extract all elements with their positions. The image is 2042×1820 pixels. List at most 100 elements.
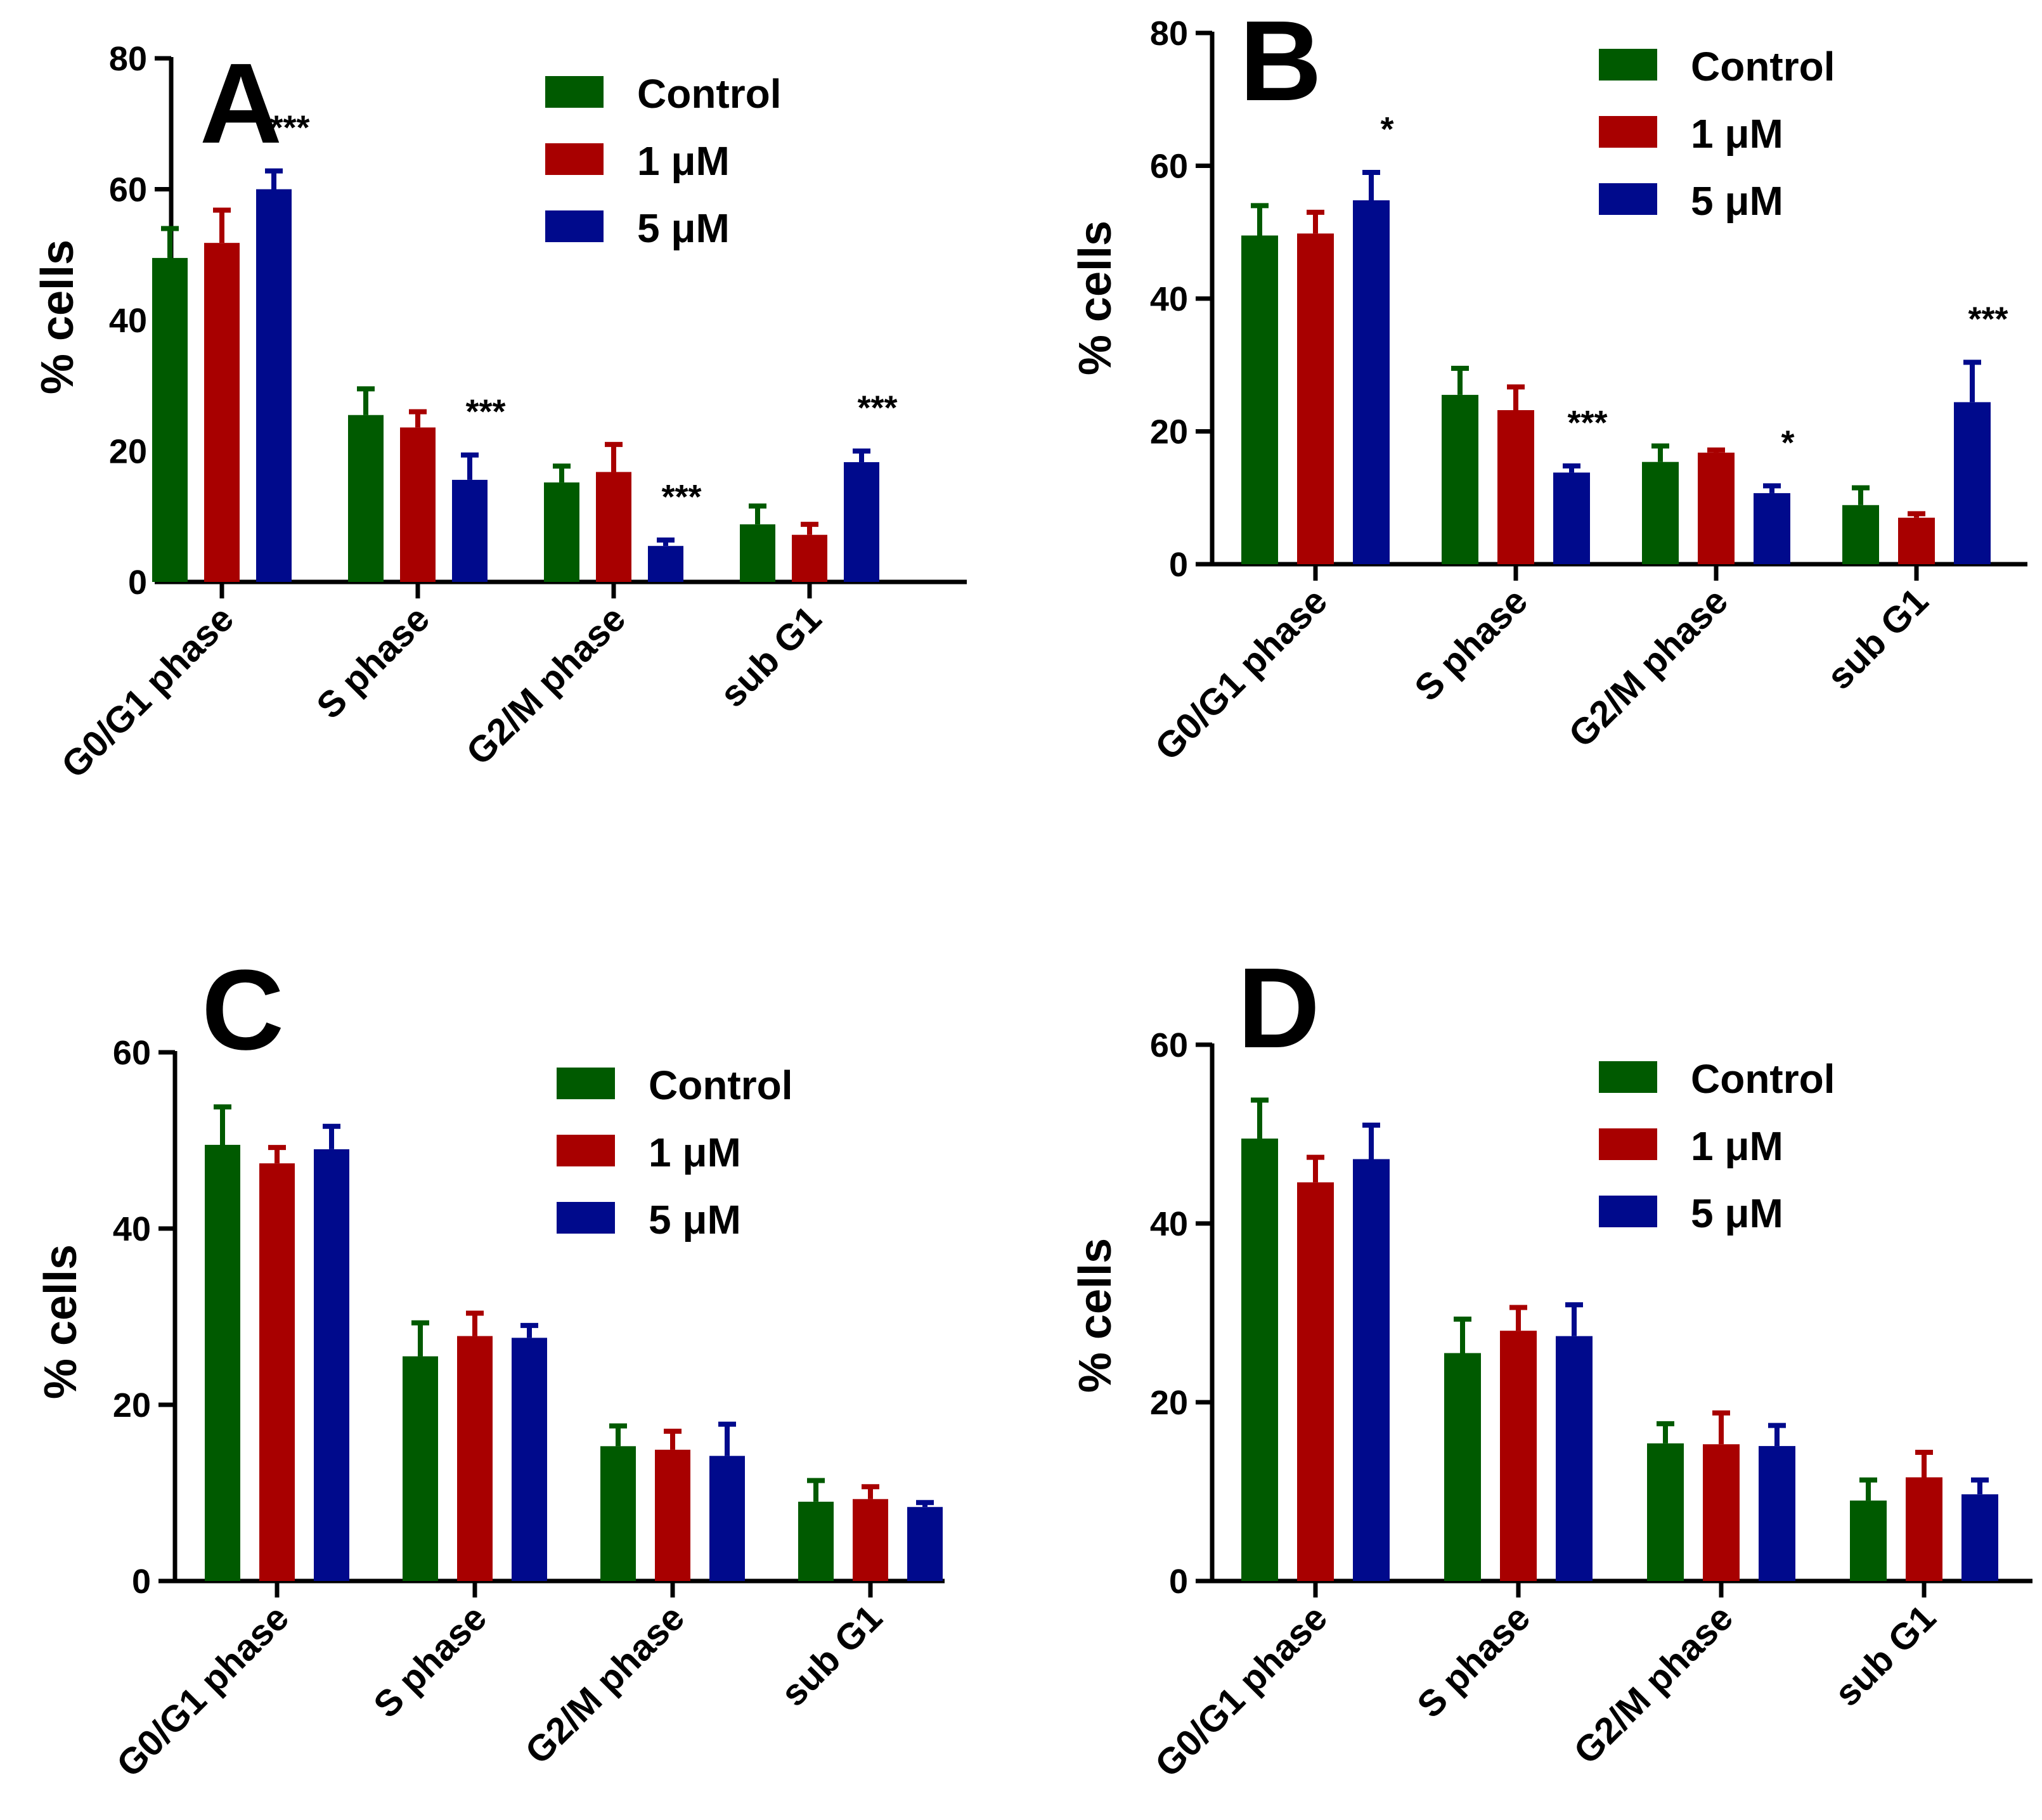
y-tick-label: 80: [109, 40, 147, 78]
legend-swatch-5-um: [545, 210, 604, 242]
bar-control-g0-g1-phase: [152, 257, 188, 582]
significance-marker: ***: [857, 389, 897, 427]
y-tick-label: 20: [113, 1386, 151, 1424]
bar-5-um-g0-g1-phase: [256, 189, 292, 582]
bar-5-um-sub-g1: [1961, 1494, 1998, 1581]
bar-control-s-phase: [1444, 1353, 1481, 1581]
bar-1-um-g0-g1-phase: [1297, 1182, 1334, 1581]
legend-swatch-control: [557, 1068, 615, 1099]
y-tick-label: 0: [1169, 546, 1188, 584]
chart-panel-a: 0 20 40 60 80 % cells A G0/G1 phase S phase G2/M …: [32, 40, 967, 786]
panel-label: B: [1239, 0, 1322, 125]
x-category-label: sub G1: [1826, 1597, 1944, 1714]
y-tick-label: 40: [1150, 1205, 1188, 1243]
bar-control-s-phase: [348, 415, 384, 582]
legend-label-1-um: 1 μM: [1691, 111, 1783, 157]
legend-label-5-um: 5 μM: [649, 1197, 741, 1242]
panel-label: C: [202, 946, 284, 1074]
x-category-label: G2/M phase: [517, 1597, 692, 1772]
y-tick-label: 40: [109, 302, 147, 340]
legend-swatch-1-um: [1599, 1128, 1657, 1160]
legend-swatch-5-um: [1599, 183, 1657, 215]
bar-1-um-g0-g1-phase: [1297, 233, 1334, 565]
legend-label-1-um: 1 μM: [649, 1130, 741, 1175]
x-category-label: sub G1: [1819, 580, 1936, 697]
bar-5-um-sub-g1: [844, 462, 879, 582]
y-tick-label: 40: [1150, 280, 1188, 318]
legend-label-control: Control: [649, 1062, 793, 1108]
bar-1-um-g0-g1-phase: [204, 243, 240, 582]
chart-panel-b: 0 20 40 60 80 % cells B G0/G1 phase S phase G2/M …: [1070, 0, 2027, 768]
y-tick-label: 60: [1150, 148, 1188, 186]
x-category-label: S phase: [366, 1597, 494, 1726]
bar-control-g2-m-phase: [544, 482, 579, 582]
y-tick-label: 60: [1150, 1026, 1188, 1064]
x-category-label: G0/G1 phase: [53, 598, 242, 786]
bar-control-g0-g1-phase: [1241, 235, 1278, 564]
legend-label-control: Control: [637, 71, 782, 117]
bar-control-g2-m-phase: [600, 1446, 636, 1581]
legend-swatch-control: [1599, 49, 1657, 81]
significance-marker: ***: [1567, 404, 1607, 442]
panel-label: D: [1237, 945, 1320, 1072]
legend-label-control: Control: [1691, 1056, 1835, 1102]
legend: Control 1 μM 5 μM: [545, 71, 782, 251]
legend-swatch-control: [545, 76, 604, 108]
y-tick-label: 20: [1150, 1384, 1188, 1422]
bar-5-um-g2-m-phase: [1759, 1446, 1795, 1581]
bar-1-um-s-phase: [1497, 410, 1534, 564]
bar-5-um-g0-g1-phase: [1353, 200, 1390, 565]
legend-label-1-um: 1 μM: [1691, 1123, 1783, 1169]
bar-5-um-sub-g1: [907, 1507, 943, 1581]
legend: Control 1 μM 5 μM: [557, 1062, 793, 1242]
legend-swatch-5-um: [557, 1202, 615, 1234]
x-category-label: S phase: [309, 598, 437, 726]
bar-5-um-g0-g1-phase: [314, 1149, 349, 1581]
legend-swatch-control: [1599, 1061, 1657, 1093]
bar-1-um-s-phase: [1500, 1331, 1537, 1581]
bar-1-um-sub-g1: [853, 1499, 888, 1581]
bar-5-um-s-phase: [512, 1338, 547, 1581]
y-tick-label: 80: [1150, 15, 1188, 53]
legend-swatch-1-um: [545, 143, 604, 175]
bar-1-um-g2-m-phase: [1698, 453, 1735, 564]
bar-control-sub-g1: [798, 1501, 834, 1581]
y-tick-label: 40: [113, 1210, 151, 1248]
bar-1-um-g2-m-phase: [596, 472, 631, 582]
x-category-label: S phase: [1407, 580, 1535, 709]
bar-control-g2-m-phase: [1642, 461, 1679, 564]
bar-5-um-s-phase: [1553, 472, 1590, 564]
x-category-label: G2/M phase: [1566, 1597, 1741, 1772]
legend-label-1-um: 1 μM: [637, 138, 730, 184]
legend: Control 1 μM 5 μM: [1599, 1056, 1835, 1236]
bar-5-um-g2-m-phase: [648, 546, 683, 582]
y-tick-label: 0: [1169, 1563, 1188, 1601]
y-axis-title: % cells: [36, 1244, 86, 1399]
bar-1-um-sub-g1: [792, 534, 827, 582]
significance-marker: ***: [465, 393, 505, 431]
bar-control-s-phase: [403, 1356, 438, 1581]
bar-1-um-s-phase: [400, 427, 436, 582]
significance-marker: *: [1781, 423, 1794, 461]
chart-panel-c: 0 20 40 60 % cells C G0/G1 phase S phase G2/M ph…: [36, 946, 945, 1785]
y-axis-title: % cells: [1070, 221, 1121, 375]
y-tick-label: 60: [109, 171, 147, 209]
legend-swatch-5-um: [1599, 1196, 1657, 1227]
legend-swatch-1-um: [557, 1135, 615, 1166]
bar-control-g0-g1-phase: [1241, 1139, 1278, 1581]
x-category-label: G0/G1 phase: [1147, 1597, 1335, 1785]
legend-label-5-um: 5 μM: [637, 205, 730, 251]
bar-1-um-sub-g1: [1898, 517, 1935, 564]
panel-label: A: [200, 40, 282, 167]
y-tick-label: 60: [113, 1034, 151, 1072]
bar-control-sub-g1: [1850, 1501, 1887, 1581]
bar-5-um-g2-m-phase: [1754, 493, 1790, 564]
bar-control-sub-g1: [740, 524, 775, 582]
x-category-label: G0/G1 phase: [1147, 580, 1335, 768]
y-tick-label: 20: [1150, 413, 1188, 451]
significance-marker: ***: [1968, 300, 2008, 339]
y-tick-label: 0: [132, 1563, 151, 1601]
bar-control-sub-g1: [1842, 505, 1879, 564]
bar-5-um-g0-g1-phase: [1353, 1159, 1390, 1581]
